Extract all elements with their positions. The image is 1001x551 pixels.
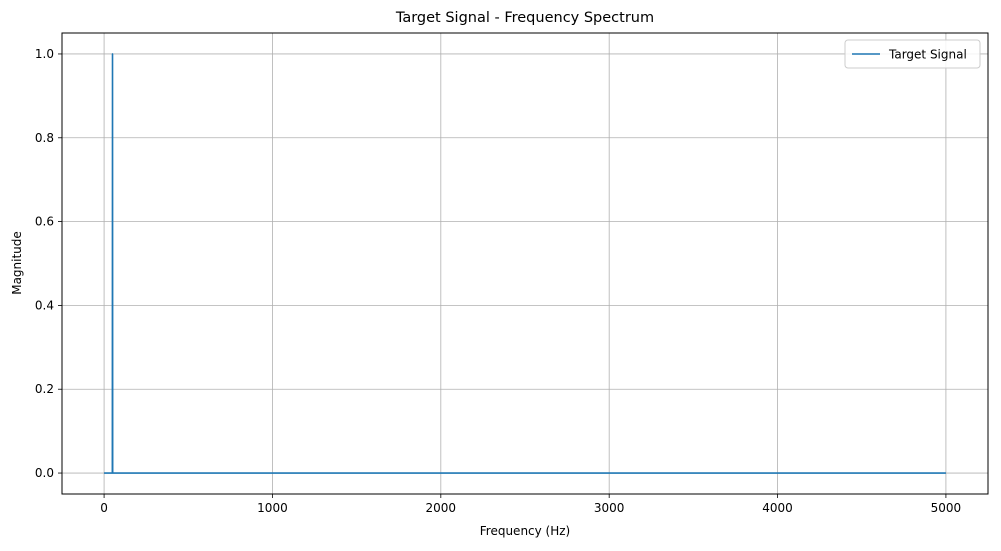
- x-tick-label: 4000: [762, 501, 793, 515]
- y-axis-ticks: 0.0 0.2 0.4 0.6 0.8 1.0: [35, 47, 62, 480]
- legend-label-target-signal: Target Signal: [888, 48, 967, 62]
- x-axis-ticks: 0 1000 2000 3000 4000 5000: [100, 494, 961, 515]
- chart-title: Target Signal - Frequency Spectrum: [395, 10, 654, 26]
- y-tick-label: 0.4: [35, 298, 54, 312]
- legend: Target Signal: [844, 39, 981, 69]
- x-tick-label: 0: [100, 501, 108, 515]
- x-tick-label: 5000: [931, 501, 962, 515]
- x-tick-label: 1000: [257, 501, 288, 515]
- y-tick-label: 0.6: [35, 215, 54, 229]
- plot-series: [104, 53, 946, 474]
- x-tick-label: 3000: [594, 501, 625, 515]
- legend-box: [844, 39, 981, 69]
- y-axis-label: Magnitude: [10, 231, 24, 295]
- y-tick-label: 1.0: [35, 47, 54, 61]
- series-line-target-signal: [104, 53, 946, 474]
- y-tick-label: 0.0: [35, 466, 54, 480]
- grid-lines: [62, 33, 988, 494]
- x-tick-label: 2000: [426, 501, 457, 515]
- y-tick-label: 0.2: [35, 382, 54, 396]
- x-axis-label: Frequency (Hz): [480, 524, 571, 538]
- y-tick-label: 0.8: [35, 131, 54, 145]
- plot-frame: [61, 32, 989, 495]
